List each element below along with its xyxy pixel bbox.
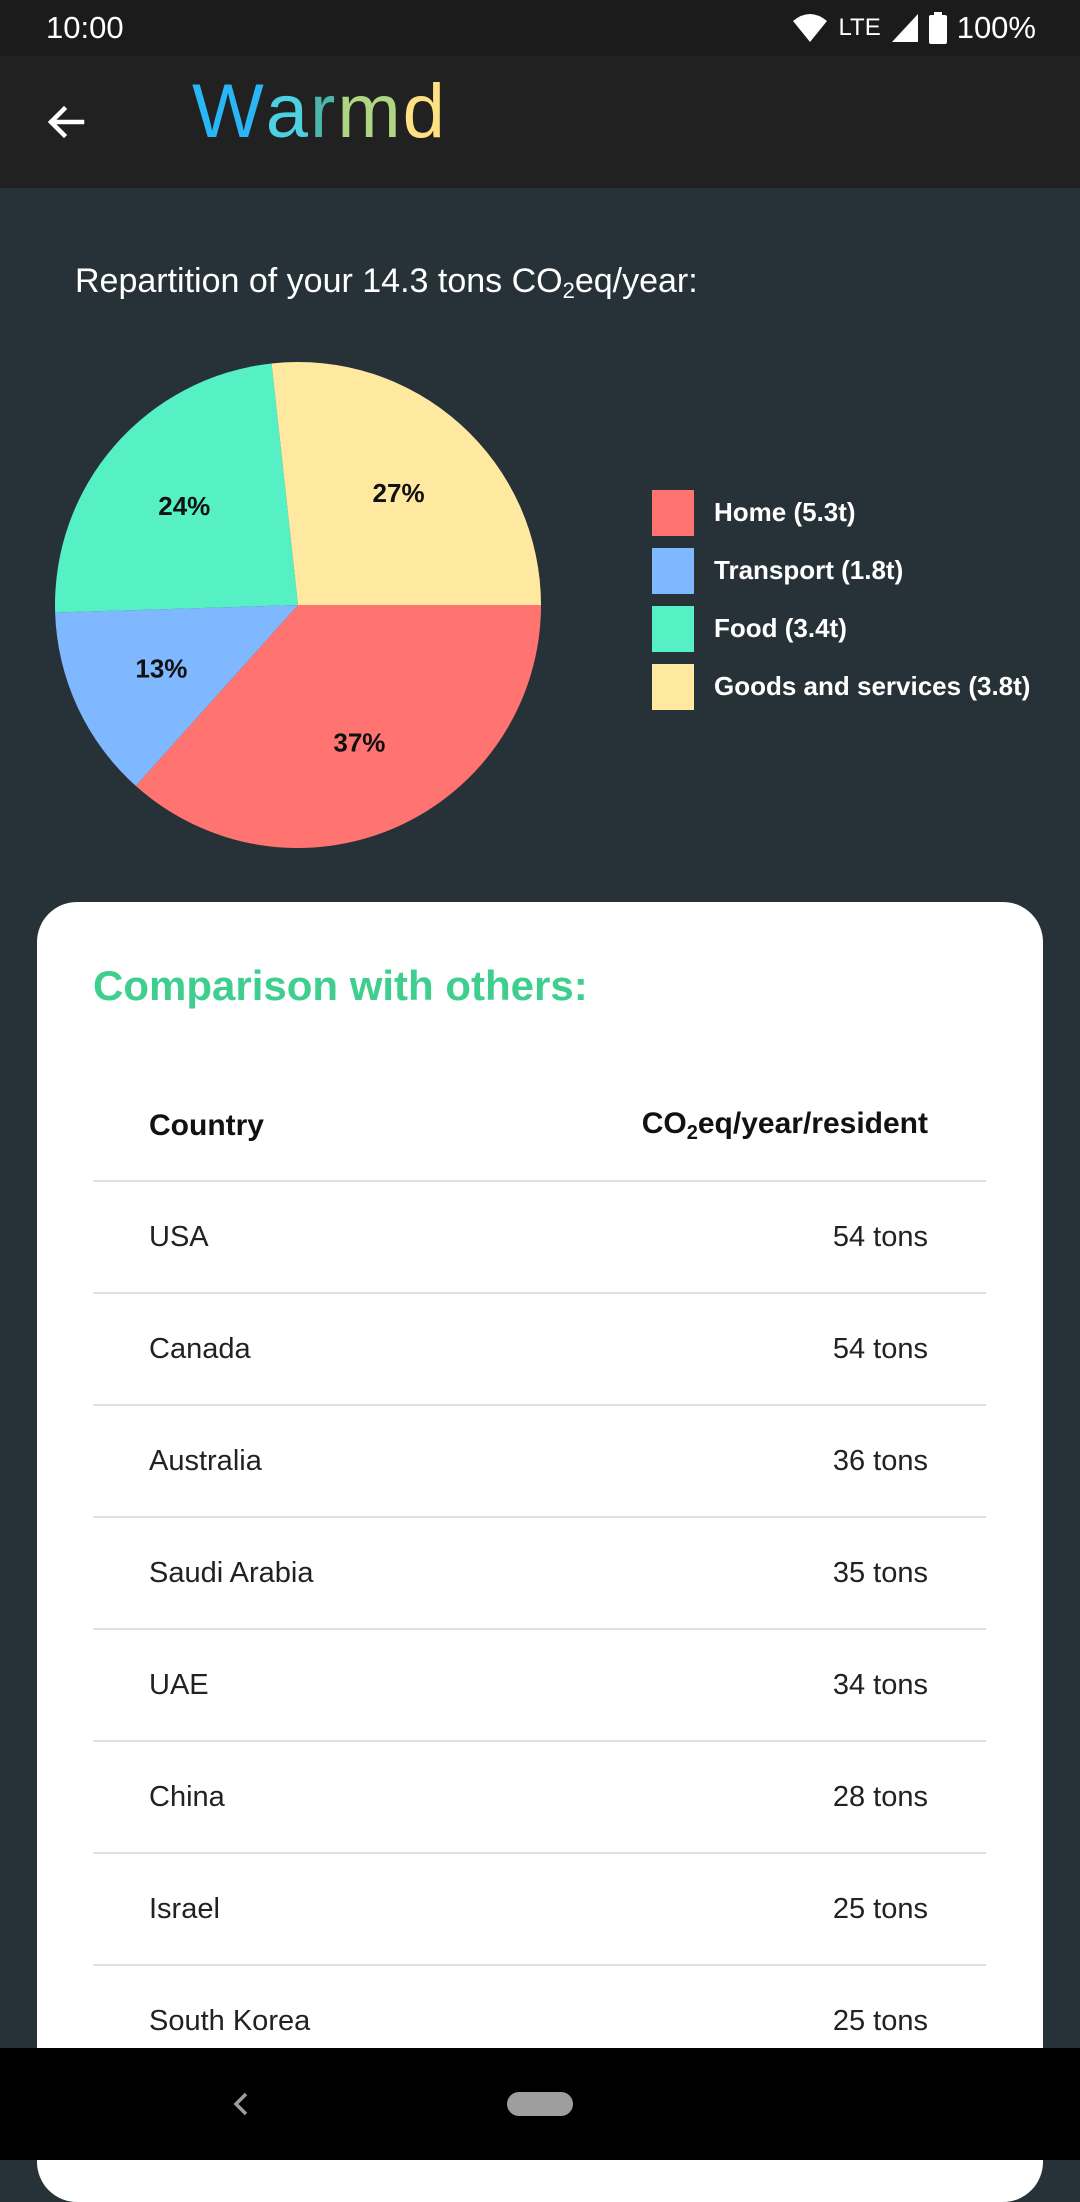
value-cell: 25 tons (832, 1892, 928, 1925)
country-cell: USA (149, 1220, 209, 1253)
app-title-letter: r (310, 69, 338, 154)
arrow-back-icon (47, 105, 85, 139)
battery-percent: 100% (956, 10, 1036, 45)
table-row: UAE 34 tons (93, 1630, 986, 1742)
legend-item: Transport (1.8t) (652, 548, 1052, 594)
status-bar: 10:00 LTE 100% (0, 0, 1080, 56)
pie-slice (271, 362, 541, 605)
app-title-letter: d (402, 69, 447, 154)
table-rows: USA 54 tons Canada 54 tons Australia 36 tons S… (93, 1182, 986, 2078)
app-bar: Warmd (0, 56, 1080, 188)
value-cell: 35 tons (832, 1556, 928, 1589)
country-cell: UAE (149, 1668, 209, 1701)
battery-icon (928, 12, 947, 44)
status-time: 10:00 (46, 10, 124, 45)
country-cell: South Korea (149, 2004, 311, 2037)
legend-swatch (652, 606, 694, 652)
value-cell: 36 tons (832, 1444, 928, 1477)
value-cell: 25 tons (832, 2004, 928, 2037)
legend-label: Goods and services (3.8t) (714, 671, 1031, 701)
pie-chart: 37% 13% 24% 27% (55, 362, 542, 848)
app-title-letter: W (192, 69, 266, 154)
comparison-card: Comparison with others: Country CO2eq/ye… (37, 902, 1043, 2202)
pie-slice-label: 27% (373, 478, 425, 508)
app-title-letter: a (265, 69, 311, 154)
navigation-bar (0, 2048, 1080, 2160)
legend-item: Home (5.3t) (652, 490, 1052, 536)
table-row: China 28 tons (93, 1742, 986, 1854)
nav-back-icon[interactable] (222, 2084, 262, 2124)
legend-label: Home (5.3t) (714, 497, 856, 527)
legend-swatch (652, 664, 694, 710)
table-row: Canada 54 tons (93, 1294, 986, 1406)
header-value: CO2eq/year/resident (641, 1107, 928, 1144)
legend-item: Goods and services (3.8t) (652, 664, 1052, 710)
table-header: Country CO2eq/year/resident (93, 1072, 986, 1182)
value-cell: 54 tons (832, 1332, 928, 1365)
pie-slice-label: 37% (333, 728, 385, 758)
header-country: Country (149, 1109, 264, 1142)
back-button[interactable] (36, 92, 96, 152)
comparison-title: Comparison with others: (93, 962, 588, 1009)
table-row: Australia 36 tons (93, 1406, 986, 1518)
pie-slice-label: 13% (135, 654, 187, 684)
country-cell: Saudi Arabia (149, 1556, 314, 1589)
pie-slice (55, 605, 299, 786)
table-row: Israel 25 tons (93, 1854, 986, 1966)
country-cell: Canada (149, 1332, 251, 1365)
app-title-logo: Warmd (192, 68, 447, 155)
chart-legend: Home (5.3t) Transport (1.8t) Food (3.4t) Go… (652, 490, 1052, 722)
country-cell: Israel (149, 1892, 220, 1925)
table-row: Saudi Arabia 35 tons (93, 1518, 986, 1630)
value-cell: 54 tons (832, 1220, 928, 1253)
signal-icon (891, 14, 918, 42)
legend-label: Transport (1.8t) (714, 555, 904, 585)
network-label: LTE (838, 14, 881, 41)
value-cell: 28 tons (832, 1780, 928, 1813)
status-icons: LTE 100% (792, 8, 1036, 48)
table-row: USA 54 tons (93, 1182, 986, 1294)
pie-slice (55, 363, 298, 613)
value-cell: 34 tons (832, 1668, 928, 1701)
comparison-table: Country CO2eq/year/resident USA 54 tons Ca… (93, 1072, 986, 2078)
nav-home-pill-icon[interactable] (507, 2092, 573, 2116)
pie-slice-label: 24% (158, 491, 210, 521)
legend-item: Food (3.4t) (652, 606, 1052, 652)
legend-label: Food (3.4t) (714, 613, 847, 643)
wifi-icon (793, 14, 828, 42)
pie-slice (135, 605, 542, 848)
legend-swatch (652, 548, 694, 594)
legend-swatch (652, 490, 694, 536)
repartition-title: Repartition of your 14.3 tons CO2eq/year… (75, 262, 698, 303)
app-title-letter: m (337, 69, 403, 154)
country-cell: Australia (149, 1444, 262, 1477)
country-cell: China (149, 1780, 225, 1813)
